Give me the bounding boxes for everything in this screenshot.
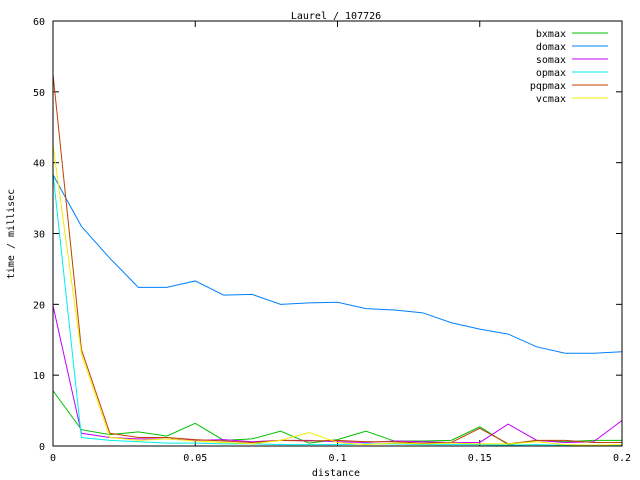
- legend-label: domax: [536, 42, 566, 53]
- y-tick-label: 30: [33, 230, 45, 241]
- y-tick-label: 20: [33, 300, 45, 311]
- x-tick-label: 0.1: [328, 453, 346, 464]
- series-line-opmax: [52, 173, 622, 446]
- legend-label: vcmax: [536, 94, 566, 105]
- series-line-pqpmax: [52, 74, 622, 445]
- legend-label: pqpmax: [530, 81, 566, 92]
- y-tick-label: 50: [33, 88, 45, 99]
- x-axis-label: distance: [312, 468, 360, 479]
- series-line-vcmax: [52, 144, 623, 446]
- series-line-domax: [52, 174, 623, 354]
- legend-label: opmax: [536, 68, 566, 79]
- x-tick-label: 0: [50, 453, 56, 464]
- x-tick-label: 0.05: [183, 453, 207, 464]
- plot-frame: [52, 20, 623, 447]
- y-tick-label: 10: [33, 371, 45, 382]
- series-line-somax: [52, 305, 623, 443]
- chart-title: Laurel / 107726: [291, 11, 381, 22]
- series-line-bxmax: [52, 390, 622, 446]
- y-axis-label: time / millisec: [6, 189, 17, 279]
- legend-label: somax: [536, 55, 566, 66]
- x-tick-label: 0.15: [468, 453, 492, 464]
- x-tick-label: 0.2: [613, 453, 631, 464]
- legend-label: bxmax: [536, 29, 566, 40]
- y-tick-label: 0: [39, 442, 45, 453]
- y-tick-label: 40: [33, 159, 45, 170]
- y-tick-label: 60: [33, 17, 45, 28]
